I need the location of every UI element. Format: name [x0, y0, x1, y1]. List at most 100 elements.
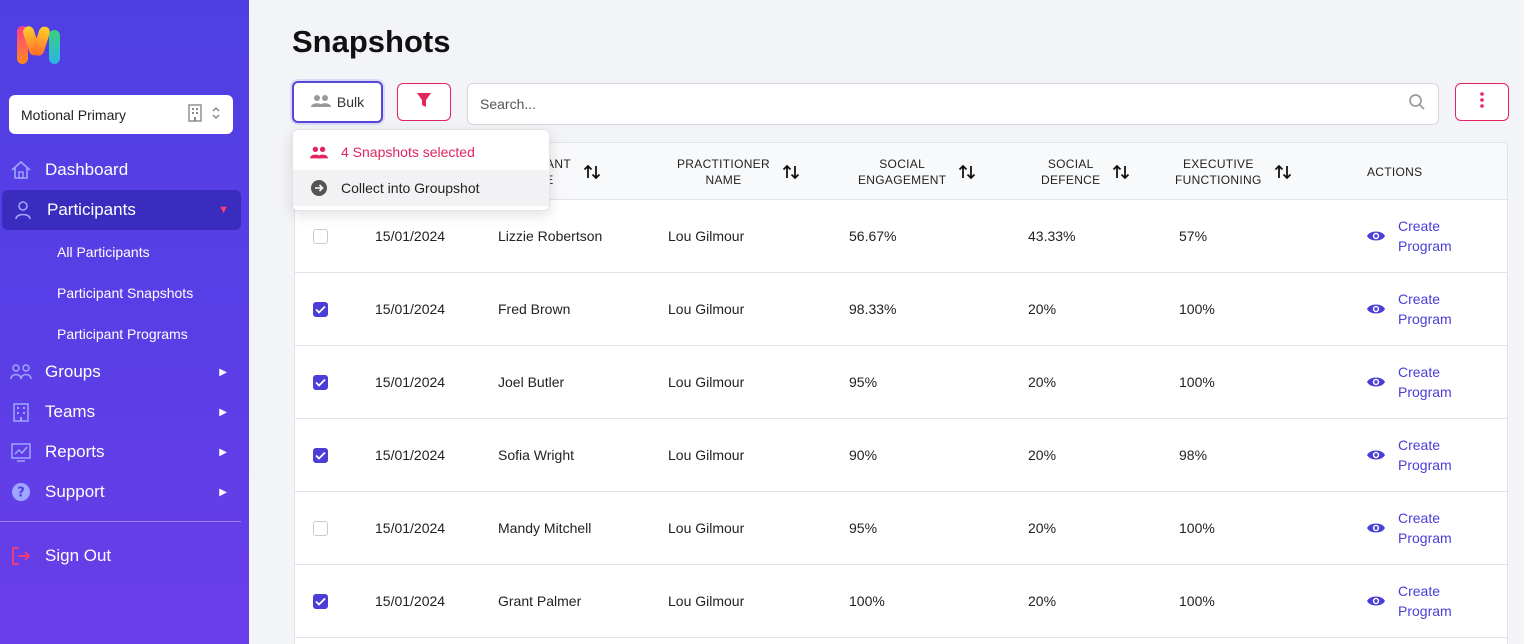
nav-dashboard[interactable]: Dashboard: [0, 150, 249, 190]
cell-practitioner-name: Lou Gilmour: [668, 520, 745, 536]
header-text: NAME: [705, 172, 742, 187]
create-program-link[interactable]: Create Program: [1398, 581, 1458, 621]
create-program-line2: Program: [1398, 530, 1452, 546]
cell-date: 15/01/2024: [375, 374, 446, 390]
caret-down-icon: ▼: [218, 204, 229, 216]
sort-icon[interactable]: [1112, 164, 1130, 180]
header-text: DEFENCE: [1041, 172, 1101, 187]
row-checkbox[interactable]: [313, 375, 328, 390]
eye-icon[interactable]: [1366, 302, 1386, 316]
chevron-updown-icon: [211, 105, 221, 124]
help-icon: ?: [10, 481, 32, 503]
selected-count-text: 4 Snapshots selected: [341, 144, 475, 160]
create-program-line1: Create: [1398, 218, 1441, 234]
users-icon: [310, 94, 331, 111]
more-options-button[interactable]: [1455, 83, 1509, 121]
nav-label: Groups: [45, 362, 101, 381]
more-vertical-icon: [1479, 91, 1485, 114]
nav-teams[interactable]: Teams ▶: [0, 392, 249, 432]
row-checkbox[interactable]: [313, 229, 328, 244]
sort-icon[interactable]: [1274, 164, 1292, 180]
row-actions: Create Program: [1366, 565, 1458, 637]
cell-participant-name: Mandy Mitchell: [498, 520, 592, 536]
sub-item-all-participants[interactable]: All Participants: [57, 244, 150, 260]
nav-label: Support: [45, 482, 105, 501]
table-row: 15/01/2024 Lizzie Robertson Lou Gilmour 56.…: [295, 200, 1507, 273]
building-icon: [10, 401, 32, 423]
column-header-actions: ACTIONS: [1367, 143, 1422, 200]
organisation-select[interactable]: Motional Primary: [9, 95, 233, 134]
eye-icon[interactable]: [1366, 448, 1386, 462]
row-actions: Create Program: [1366, 492, 1458, 564]
nav-reports[interactable]: Reports ▶: [0, 432, 249, 472]
nav-groups[interactable]: Groups ▶: [0, 352, 249, 392]
row-checkbox[interactable]: [313, 594, 328, 609]
sub-item-participant-programs[interactable]: Participant Programs: [57, 326, 188, 342]
create-program-link[interactable]: Create Program: [1398, 362, 1458, 402]
create-program-link[interactable]: Create Program: [1398, 289, 1458, 329]
search-icon[interactable]: [1408, 93, 1426, 116]
create-program-line1: Create: [1398, 437, 1441, 453]
building-icon: [187, 104, 203, 125]
row-actions: Create Program: [1366, 419, 1458, 491]
column-header-practitioner-name[interactable]: PRACTITIONER NAME: [677, 143, 800, 200]
table-row: 15/01/2024 Fred Brown Lou Gilmour 98.33% 20%…: [295, 273, 1507, 346]
organisation-name: Motional Primary: [21, 106, 127, 123]
cell-date: 15/01/2024: [375, 520, 446, 536]
table-row: 15/01/2024 Mandy Mitchell Lou Gilmour 95% 20…: [295, 492, 1507, 565]
bulk-button[interactable]: Bulk: [292, 81, 383, 123]
cell-social-engagement: 100%: [849, 593, 885, 609]
create-program-link[interactable]: Create Program: [1398, 216, 1458, 256]
cell-participant-name: Fred Brown: [498, 301, 571, 317]
nav-label: Sign Out: [45, 546, 112, 565]
eye-icon[interactable]: [1366, 229, 1386, 243]
cell-social-defence: 20%: [1028, 301, 1057, 317]
row-checkbox[interactable]: [313, 302, 328, 317]
sort-icon[interactable]: [958, 164, 976, 180]
create-program-link[interactable]: Create Program: [1398, 508, 1458, 548]
nav-support[interactable]: ? Support ▶: [0, 472, 249, 512]
sort-icon[interactable]: [583, 164, 601, 180]
sort-icon[interactable]: [782, 164, 800, 180]
column-header-executive-functioning[interactable]: EXECUTIVE FUNCTIONING: [1175, 143, 1292, 200]
column-header-social-engagement[interactable]: SOCIAL ENGAGEMENT: [858, 143, 976, 200]
collect-into-groupshot-text: Collect into Groupshot: [341, 180, 480, 196]
header-text: EXECUTIVE: [1182, 156, 1254, 171]
cell-executive-functioning: 100%: [1179, 593, 1215, 609]
cell-social-engagement: 98.33%: [849, 301, 897, 317]
checkmark-icon: [315, 378, 326, 387]
nav-sign-out[interactable]: Sign Out: [0, 536, 249, 576]
create-program-line2: Program: [1398, 311, 1452, 327]
create-program-line1: Create: [1398, 291, 1441, 307]
row-checkbox[interactable]: [313, 521, 328, 536]
create-program-line1: Create: [1398, 583, 1441, 599]
filter-button[interactable]: [397, 83, 451, 121]
row-actions: Create Program: [1366, 200, 1458, 272]
checkmark-icon: [315, 597, 326, 606]
sign-out-icon: [10, 545, 32, 567]
search-field[interactable]: [467, 83, 1439, 125]
sub-item-participant-snapshots[interactable]: Participant Snapshots: [57, 285, 194, 301]
nav-participants[interactable]: Participants ▼: [2, 190, 241, 230]
column-header-social-defence[interactable]: SOCIAL DEFENCE: [1041, 143, 1130, 200]
table-row: 15/01/2024 Grant Palmer Lou Gilmour 100% 20%…: [295, 565, 1507, 638]
search-input[interactable]: [480, 96, 1408, 112]
table-row: 15/01/2024 Joel Butler Lou Gilmour 95% 20% 10…: [295, 346, 1507, 419]
sidebar-divider: [0, 521, 241, 522]
header-text: SOCIAL: [1047, 156, 1094, 171]
row-checkbox[interactable]: [313, 448, 328, 463]
header-text: ACTIONS: [1367, 164, 1423, 179]
selected-count-item: 4 Snapshots selected: [293, 134, 549, 170]
create-program-link[interactable]: Create Program: [1398, 435, 1458, 475]
nav-label: Reports: [45, 442, 105, 461]
bulk-label: Bulk: [336, 94, 365, 110]
checkmark-icon: [315, 305, 326, 314]
collect-into-groupshot-item[interactable]: Collect into Groupshot: [293, 170, 549, 206]
eye-icon[interactable]: [1366, 375, 1386, 389]
cell-social-defence: 43.33%: [1028, 228, 1076, 244]
eye-icon[interactable]: [1366, 594, 1386, 608]
eye-icon[interactable]: [1366, 521, 1386, 535]
cell-date: 15/01/2024: [375, 593, 446, 609]
motional-logo[interactable]: [16, 22, 62, 66]
